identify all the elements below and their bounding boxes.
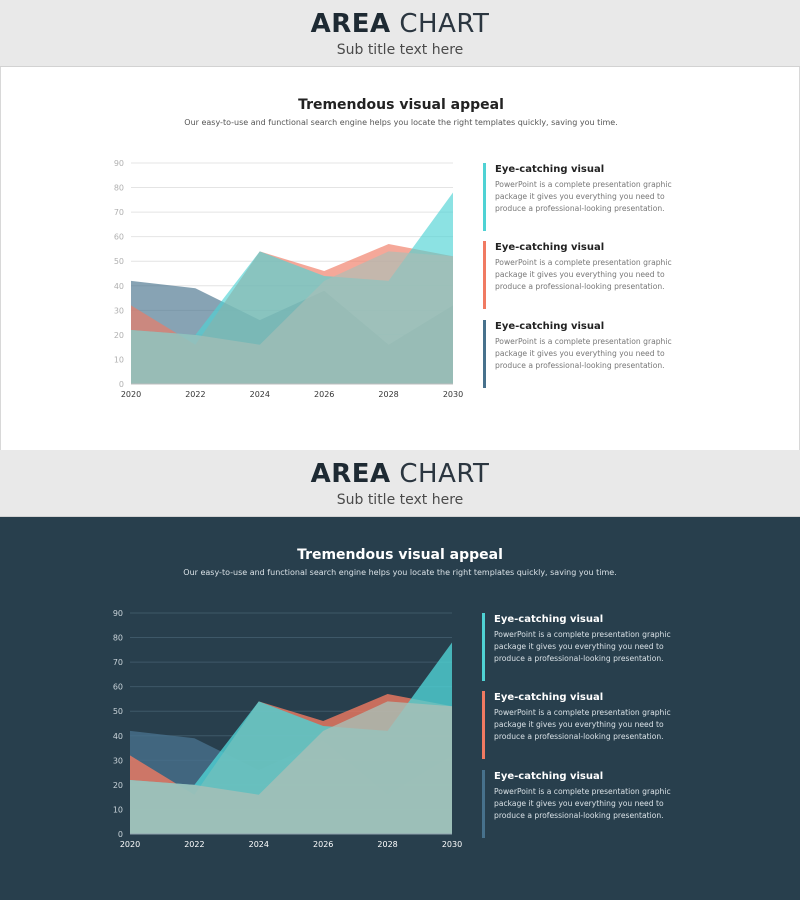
area-series-series-4 [130, 701, 452, 834]
y-tick-label: 40 [113, 732, 123, 741]
y-tick-label: 20 [113, 781, 123, 790]
slide-dark: AREA CHART Sub title text here Tremendou… [0, 450, 800, 900]
legend-line: package it gives you everything you need… [494, 720, 664, 729]
y-tick-label: 50 [114, 257, 124, 266]
page-title: AREA CHART [0, 0, 800, 39]
legend-line: package it gives you everything you need… [494, 642, 664, 651]
x-tick-label: 2024 [249, 840, 269, 849]
x-tick-label: 2024 [250, 390, 270, 399]
section-heading: Tremendous visual appeal [297, 547, 503, 563]
y-tick-label: 10 [114, 355, 124, 364]
title-bold: AREA [310, 459, 391, 489]
slide-light: AREA CHART Sub title text here Tremendou… [0, 0, 800, 450]
y-tick-label: 50 [113, 707, 123, 716]
x-tick-label: 2026 [313, 840, 333, 849]
legend-color-bar [483, 320, 486, 388]
legend-line: produce a professional-looking presentat… [494, 811, 664, 820]
y-tick-label: 70 [114, 208, 124, 217]
legend-item: Eye-catching visual PowerPoint is a comp… [482, 613, 682, 681]
x-tick-label: 2028 [378, 390, 398, 399]
legend-line: package it gives you everything you need… [495, 349, 665, 358]
legend-color-bar [482, 691, 485, 759]
section-description: Our easy-to-use and functional search en… [183, 568, 617, 577]
section-description: Our easy-to-use and functional search en… [184, 118, 618, 127]
legend-body: PowerPoint is a complete presentation gr… [495, 179, 675, 215]
x-tick-label: 2028 [377, 840, 397, 849]
legend-body: PowerPoint is a complete presentation gr… [494, 629, 674, 665]
title-light: CHART [399, 9, 490, 39]
y-tick-label: 0 [119, 380, 124, 389]
legend-line: package it gives you everything you need… [495, 270, 665, 279]
legend-body: PowerPoint is a complete presentation gr… [495, 257, 675, 293]
legend-title: Eye-catching visual [494, 614, 604, 625]
page-subtitle: Sub title text here [336, 42, 464, 58]
x-tick-label: 2026 [314, 390, 334, 399]
legend-title: Eye-catching visual [495, 164, 605, 175]
legend-line: produce a professional-looking presentat… [495, 204, 665, 213]
slide-header: AREA CHART Sub title text here [0, 450, 800, 517]
legend-line: PowerPoint is a complete presentation gr… [494, 787, 671, 796]
legend-color-bar [482, 613, 485, 681]
legend-body: PowerPoint is a complete presentation gr… [495, 336, 675, 372]
legend-color-bar [483, 163, 486, 231]
legend-item: Eye-catching visual PowerPoint is a comp… [483, 163, 683, 231]
legend-color-bar [482, 770, 485, 838]
y-tick-label: 20 [114, 331, 124, 340]
section-heading: Tremendous visual appeal [298, 97, 504, 113]
legend-item: Eye-catching visual PowerPoint is a comp… [482, 770, 682, 838]
title-bold: AREA [310, 9, 391, 39]
legend-title: Eye-catching visual [495, 321, 605, 332]
y-tick-label: 40 [114, 282, 124, 291]
legend-line: package it gives you everything you need… [495, 192, 665, 201]
x-tick-label: 2030 [443, 390, 463, 399]
legend-line: PowerPoint is a complete presentation gr… [494, 630, 671, 639]
legend-item: Eye-catching visual PowerPoint is a comp… [482, 691, 682, 759]
slide-header: AREA CHART Sub title text here [0, 0, 800, 67]
y-tick-label: 90 [114, 159, 124, 168]
legend-title: Eye-catching visual [495, 242, 605, 253]
legend-line: produce a professional-looking presentat… [494, 654, 664, 663]
x-tick-label: 2020 [120, 840, 140, 849]
y-tick-label: 30 [113, 756, 123, 765]
legend-body: PowerPoint is a complete presentation gr… [494, 707, 674, 743]
slide-body: Tremendous visual appeal Our easy-to-use… [0, 67, 800, 450]
legend-title: Eye-catching visual [494, 771, 604, 782]
page-subtitle: Sub title text here [336, 492, 464, 508]
legend-color-bar [483, 241, 486, 309]
legend-line: produce a professional-looking presentat… [495, 361, 665, 370]
legend-line: PowerPoint is a complete presentation gr… [495, 337, 672, 346]
y-tick-label: 10 [113, 805, 123, 814]
legend-line: PowerPoint is a complete presentation gr… [494, 708, 671, 717]
page-title: AREA CHART [0, 450, 800, 489]
legend-item: Eye-catching visual PowerPoint is a comp… [483, 320, 683, 388]
legend-line: produce a professional-looking presentat… [495, 282, 665, 291]
x-tick-label: 2022 [184, 840, 204, 849]
x-tick-label: 2020 [121, 390, 141, 399]
legend-item: Eye-catching visual PowerPoint is a comp… [483, 241, 683, 309]
area-series-series-4 [131, 251, 453, 384]
x-tick-label: 2022 [185, 390, 205, 399]
x-tick-label: 2030 [442, 840, 462, 849]
y-tick-label: 80 [114, 184, 124, 193]
slide-body: Tremendous visual appeal Our easy-to-use… [0, 517, 800, 900]
y-tick-label: 80 [113, 634, 123, 643]
y-tick-label: 30 [114, 306, 124, 315]
y-tick-label: 70 [113, 658, 123, 667]
legend-body: PowerPoint is a complete presentation gr… [494, 786, 674, 822]
y-tick-label: 60 [113, 683, 123, 692]
legend-line: produce a professional-looking presentat… [494, 732, 664, 741]
y-tick-label: 60 [114, 233, 124, 242]
legend-title: Eye-catching visual [494, 692, 604, 703]
y-tick-label: 90 [113, 609, 123, 618]
legend-line: PowerPoint is a complete presentation gr… [495, 180, 672, 189]
title-light: CHART [399, 459, 490, 489]
y-tick-label: 0 [118, 830, 123, 839]
legend-line: package it gives you everything you need… [494, 799, 664, 808]
legend-line: PowerPoint is a complete presentation gr… [495, 258, 672, 267]
